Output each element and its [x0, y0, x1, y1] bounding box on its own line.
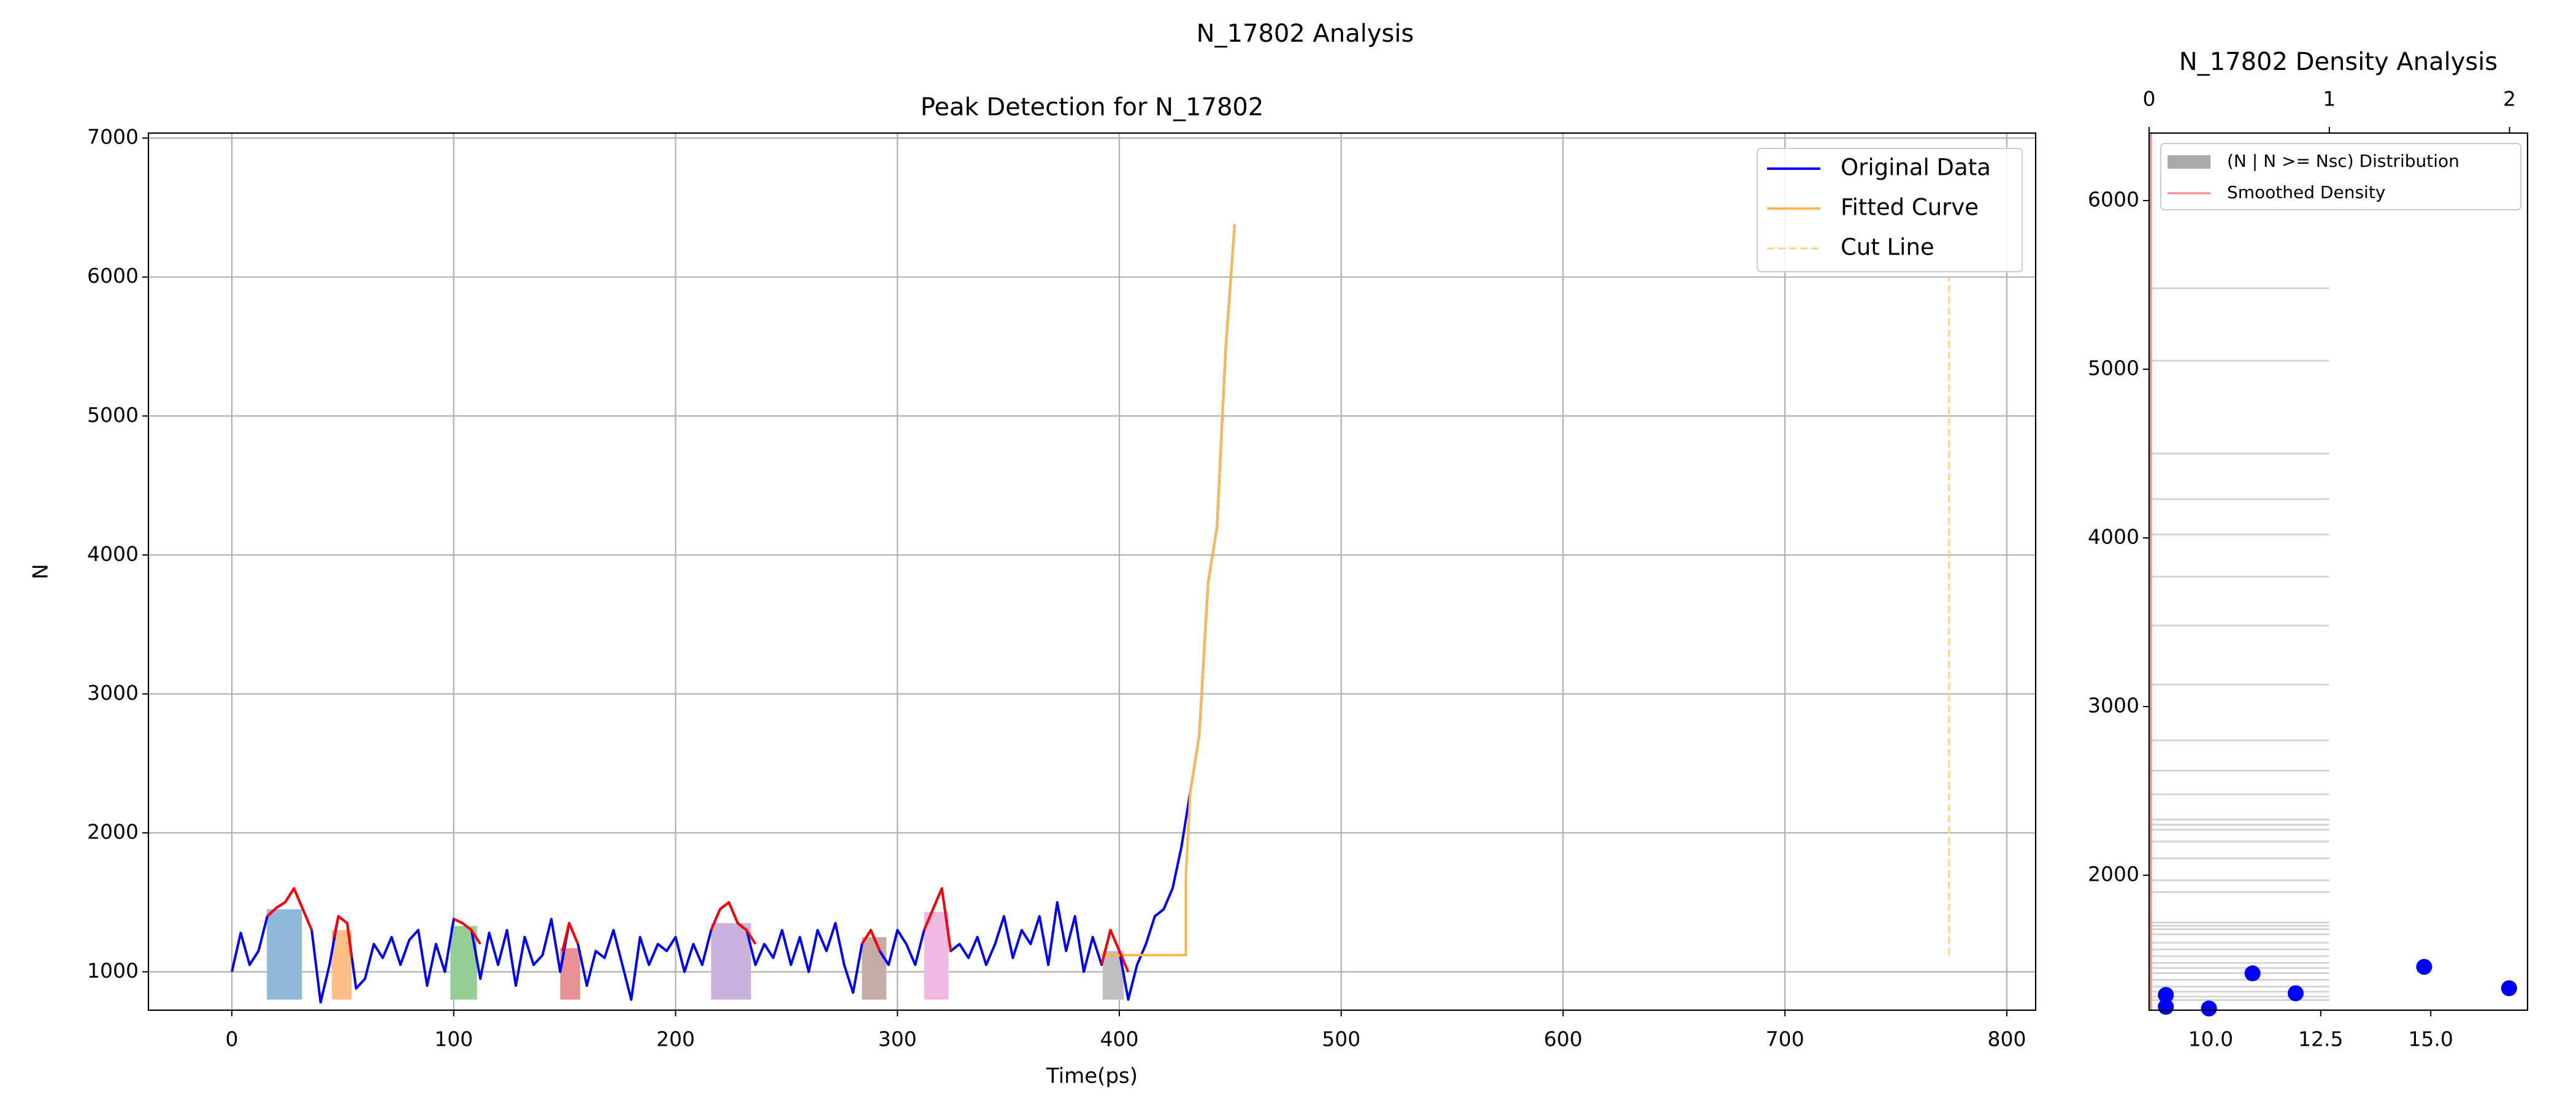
- histogram-bar: [2149, 891, 2329, 893]
- x-top-tick-label: 0: [2143, 87, 2156, 111]
- peak-segment: [266, 887, 313, 931]
- scatter-point: [2244, 965, 2261, 982]
- histogram-bar: [2149, 793, 2329, 795]
- legend-label: Smoothed Density: [2227, 182, 2385, 202]
- legend-swatch: [2168, 155, 2210, 169]
- x-tick-label: 100: [434, 1027, 473, 1051]
- legend-label: Fitted Curve: [1841, 194, 1979, 221]
- peak-segment: [710, 901, 757, 945]
- legend-box: [1757, 148, 2023, 272]
- y-tick-label: 2000: [87, 819, 139, 843]
- series-line: [231, 224, 1236, 1004]
- histogram-bar: [2149, 453, 2329, 454]
- histogram-bar: [2149, 995, 2329, 998]
- y-tick-label: 4000: [87, 542, 139, 565]
- scatter-point: [2501, 980, 2517, 997]
- histogram-bar: [2149, 928, 2329, 930]
- y-tick-label: 6000: [87, 264, 139, 288]
- scatter-point: [2201, 1000, 2217, 1017]
- peak-region: [711, 923, 751, 1000]
- histogram-bar: [2149, 999, 2329, 1001]
- histogram-bar: [2149, 498, 2329, 500]
- histogram-bar: [2149, 986, 2329, 987]
- histogram-bar: [2149, 857, 2329, 859]
- peak-segment: [561, 922, 580, 951]
- scatter-point: [2416, 959, 2432, 975]
- histogram-bar: [2149, 824, 2329, 826]
- peak-segment: [1100, 929, 1130, 973]
- histogram-bar: [2149, 879, 2329, 881]
- x-tick-label: 15.0: [2408, 1027, 2453, 1051]
- peak-segment: [453, 918, 481, 945]
- y-tick-label: 5000: [2088, 356, 2139, 380]
- histogram-bar: [2149, 933, 2329, 935]
- scatter-point: [2158, 987, 2174, 1003]
- y-tick-label: 6000: [2088, 188, 2139, 212]
- peak-segment: [861, 929, 881, 952]
- peak-segment: [922, 887, 953, 951]
- peak-region: [267, 909, 302, 1000]
- y-tick-label: 5000: [87, 403, 139, 427]
- x-tick-label: 800: [1987, 1027, 2026, 1051]
- histogram-bar: [2149, 359, 2329, 362]
- histogram-bar: [2149, 921, 2329, 924]
- histogram-bar: [2149, 972, 2329, 974]
- x-top-tick-label: 2: [2503, 87, 2516, 111]
- scatter-point: [2158, 999, 2174, 1015]
- y-tick-label: 4000: [2088, 525, 2139, 549]
- histogram-bar: [2149, 287, 2329, 289]
- y-tick-label: 1000: [87, 959, 139, 983]
- histogram-bar: [2149, 770, 2329, 772]
- x-axis-label: Time(ps): [1046, 1064, 1138, 1089]
- x-tick-label: 700: [1766, 1027, 1804, 1051]
- histogram-bar: [2149, 829, 2329, 831]
- legend-label: (N | N >= Nsc) Distribution: [2227, 151, 2459, 171]
- histogram-bar: [2149, 739, 2329, 742]
- histogram-bar: [2149, 925, 2329, 927]
- peak-region: [862, 937, 887, 1000]
- peak-segment: [332, 914, 353, 959]
- histogram-bar: [2149, 624, 2329, 627]
- histogram-bar: [2149, 818, 2329, 821]
- scatter-point: [2287, 985, 2304, 1002]
- x-tick-label: 12.5: [2298, 1027, 2343, 1051]
- histogram-bar: [2149, 840, 2329, 843]
- histogram-bar: [2149, 991, 2329, 993]
- y-tick-label: 3000: [87, 681, 139, 705]
- axes-title: Peak Detection for N_17802: [921, 93, 1264, 121]
- x-tick-label: 200: [656, 1027, 695, 1051]
- x-tick-label: 300: [878, 1027, 917, 1051]
- histogram-bar: [2149, 948, 2329, 951]
- histogram-bar: [2149, 575, 2329, 578]
- peak-region: [331, 930, 352, 1000]
- axes-frame: [147, 132, 2037, 1011]
- histogram-bar: [2149, 979, 2329, 981]
- histogram-bar: [2149, 967, 2329, 969]
- legend-box: [2160, 143, 2521, 210]
- peak-region: [924, 912, 949, 1000]
- x-tick-label: 10.0: [2188, 1027, 2233, 1051]
- series-line: [1102, 224, 1236, 957]
- histogram-bar: [2149, 962, 2329, 964]
- y-axis-label: N: [29, 564, 53, 579]
- x-tick-label: 400: [1100, 1027, 1138, 1051]
- y-tick-label: 7000: [87, 125, 139, 149]
- y-tick-label: 3000: [2088, 694, 2139, 718]
- y-tick-label: 2000: [2088, 862, 2139, 886]
- legend-label: Cut Line: [1841, 234, 1934, 261]
- legend-label: Original Data: [1841, 155, 1991, 181]
- figure-title: N_17802 Analysis: [1197, 20, 1414, 48]
- histogram-bar: [2149, 534, 2329, 535]
- x-tick-label: 0: [226, 1027, 239, 1051]
- x-tick-label: 500: [1322, 1027, 1360, 1051]
- x-tick-label: 600: [1544, 1027, 1582, 1051]
- histogram-bar: [2149, 941, 2329, 944]
- x-top-tick-label: 1: [2323, 87, 2336, 111]
- histogram-bar: [2149, 683, 2329, 686]
- histogram-bar: [2149, 955, 2329, 957]
- axes-frame: [2148, 132, 2529, 1011]
- axes-title: N_17802 Density Analysis: [2179, 48, 2497, 76]
